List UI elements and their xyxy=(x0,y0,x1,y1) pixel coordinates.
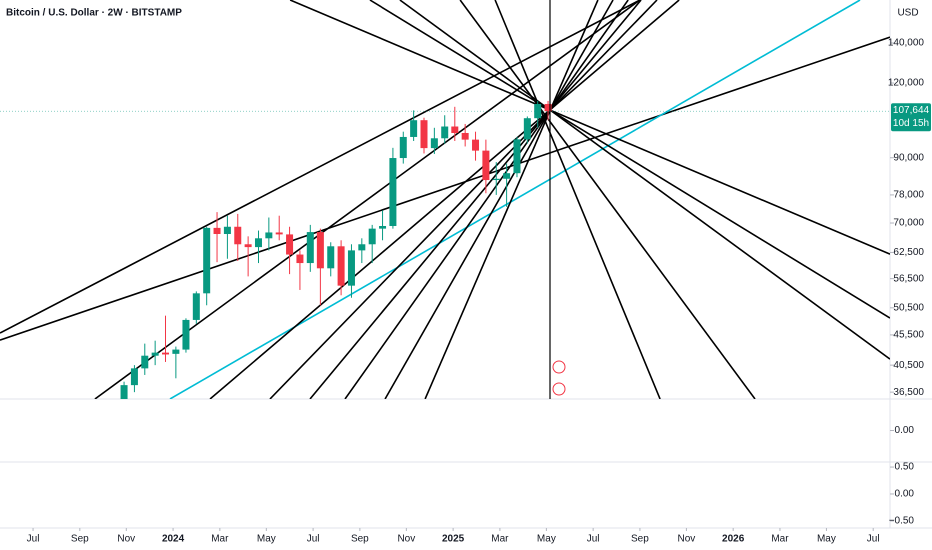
x-tick-label: 2024 xyxy=(162,534,185,545)
x-tick-label: Sep xyxy=(71,534,89,545)
x-tick-label: May xyxy=(257,534,276,545)
trend-line xyxy=(209,0,680,399)
trend-line xyxy=(424,0,599,399)
candle-body xyxy=(410,120,418,137)
x-tick-label: Jul xyxy=(867,534,880,545)
trend-line xyxy=(269,0,658,399)
trend-line xyxy=(459,0,756,399)
y-tick-label: 62,500 xyxy=(893,247,924,258)
x-tick-label: Jul xyxy=(587,534,600,545)
candle-body xyxy=(286,234,294,255)
x-tick-label: May xyxy=(817,534,836,545)
candle-body xyxy=(203,227,211,294)
candle-body xyxy=(523,118,531,140)
trend-line xyxy=(0,36,890,341)
candle-body xyxy=(223,226,231,235)
x-tick-label: Sep xyxy=(631,534,649,545)
y-tick-label: 70,000 xyxy=(893,218,924,229)
candle-body xyxy=(379,226,387,229)
candle-body xyxy=(162,352,170,355)
candle-body xyxy=(141,355,149,369)
y-tick-label: 0.00 xyxy=(895,489,915,500)
candle-body xyxy=(306,232,314,264)
candle-body xyxy=(544,103,552,112)
candle-body xyxy=(451,126,459,133)
y-tick-label: 40,500 xyxy=(893,360,924,371)
candle-body xyxy=(120,385,128,399)
candle-body xyxy=(347,250,355,286)
trend-line xyxy=(494,0,661,399)
candle-body xyxy=(420,120,428,149)
x-tick-label: Nov xyxy=(117,534,135,545)
candle-body xyxy=(234,226,242,245)
candle-body xyxy=(213,227,221,235)
candle-body xyxy=(244,244,252,248)
x-tick-label: May xyxy=(537,534,556,545)
event-icon[interactable] xyxy=(552,382,566,396)
y-tick-label: 120,000 xyxy=(888,78,925,89)
trend-line xyxy=(399,0,890,360)
candle-body xyxy=(275,232,283,235)
candle-body xyxy=(430,138,438,149)
price-pane xyxy=(0,0,890,399)
candle-body xyxy=(482,150,490,181)
y-tick-label: 50,500 xyxy=(893,302,924,313)
candle-body xyxy=(327,246,335,269)
chart-title: Bitcoin / U.S. Dollar · 2W · BITSTAMP xyxy=(6,8,182,19)
x-tick-label: Nov xyxy=(397,534,415,545)
y-tick-label: 78,000 xyxy=(893,190,924,201)
candle-body xyxy=(492,178,500,181)
candle-body xyxy=(151,352,159,356)
candle-body xyxy=(337,246,345,286)
x-tick-label: Mar xyxy=(491,534,509,545)
x-tick-label: 2026 xyxy=(722,534,745,545)
candle-body xyxy=(172,349,180,354)
candle-body xyxy=(389,158,397,227)
x-tick-label: Jul xyxy=(27,534,40,545)
y-tick-label: 140,000 xyxy=(888,38,925,49)
trend-line xyxy=(289,0,890,255)
candle-body xyxy=(265,232,273,239)
candle-body xyxy=(513,139,521,174)
candle-body xyxy=(358,244,366,251)
candle-body xyxy=(316,232,324,269)
x-tick-label: Mar xyxy=(771,534,789,545)
candle-body xyxy=(130,368,138,386)
candle-body xyxy=(441,126,449,139)
y-tick-label: 56,500 xyxy=(893,273,924,284)
trend-line xyxy=(309,0,642,399)
y-tick-label: −0.50 xyxy=(889,516,915,527)
y-tick-label: 0.00 xyxy=(895,425,915,436)
trend-line xyxy=(384,0,614,399)
event-icon[interactable] xyxy=(552,360,566,374)
y-tick-label: 45,500 xyxy=(893,330,924,341)
price-label: 107,644 xyxy=(893,105,930,116)
candle-body xyxy=(461,132,469,140)
trend-line xyxy=(344,0,629,399)
candle-body xyxy=(296,254,304,264)
trend-line xyxy=(369,0,890,319)
candle-body xyxy=(503,173,511,179)
x-tick-label: Sep xyxy=(351,534,369,545)
y-tick-label: 0.50 xyxy=(895,462,915,473)
x-tick-label: Jul xyxy=(307,534,320,545)
candle-body xyxy=(472,139,480,151)
candle-body xyxy=(368,228,376,245)
y-tick-label: 90,000 xyxy=(893,152,924,163)
trend-line xyxy=(169,0,861,399)
x-tick-label: 2025 xyxy=(442,534,465,545)
candle-body xyxy=(182,319,190,350)
y-tick-label: 36,500 xyxy=(893,387,924,398)
candle-body xyxy=(399,136,407,159)
countdown: 10d 15h xyxy=(893,118,929,129)
x-tick-label: Mar xyxy=(211,534,229,545)
candle-body xyxy=(192,293,200,320)
trend-line xyxy=(0,0,641,334)
candle-body xyxy=(254,238,262,248)
price-label-box xyxy=(891,103,931,132)
x-tick-label: Nov xyxy=(678,534,696,545)
currency-label: USD xyxy=(897,8,918,19)
